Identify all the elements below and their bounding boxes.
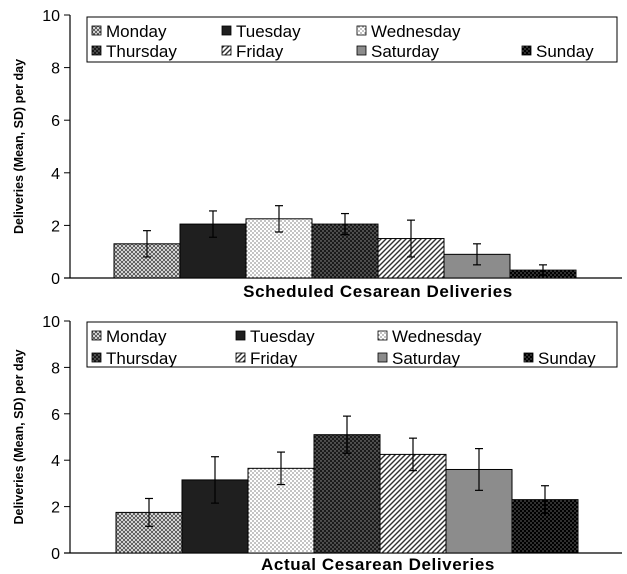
legend-swatch-thursday (91, 352, 102, 363)
legend-swatch-friday (235, 352, 246, 363)
legend-swatch-sunday (521, 45, 532, 56)
legend-swatch-tuesday (235, 330, 246, 341)
legend: Monday Tuesday Wednesday Thursday Friday Satu… (86, 321, 618, 368)
legend-swatch-saturday (356, 45, 367, 56)
legend-label-monday: Monday (106, 22, 167, 41)
y-tick-label: 10 (42, 314, 60, 331)
chart-title: Actual Cesarean Deliveries (261, 555, 495, 574)
y-tick-label: 6 (51, 407, 60, 424)
legend-label-saturday: Saturday (392, 349, 461, 368)
legend-label-thursday: Thursday (106, 349, 177, 368)
y-tick-label: 8 (51, 360, 60, 377)
legend-swatch-thursday (91, 45, 102, 56)
y-tick-label: 0 (51, 271, 60, 288)
legend-swatch-monday (91, 330, 102, 341)
y-tick-label: 0 (51, 546, 60, 563)
y-tick-label: 10 (42, 8, 60, 25)
legend-swatch-saturday (377, 352, 388, 363)
legend-swatch-sunday (523, 352, 534, 363)
legend-label-tuesday: Tuesday (236, 22, 301, 41)
chart-panel: 0 2 4 6 8 10 Deliveries (Mean, SD) per day Mond… (12, 8, 622, 301)
legend-swatch-wednesday (356, 25, 367, 36)
legend-label-wednesday: Wednesday (371, 22, 461, 41)
legend-swatch-monday (91, 25, 102, 36)
legend-label-friday: Friday (250, 349, 298, 368)
chart-title: Scheduled Cesarean Deliveries (243, 282, 513, 301)
legend: Monday Tuesday Wednesday Thursday Friday Satu… (86, 16, 618, 63)
y-tick-label: 6 (51, 113, 60, 130)
y-tick-label: 8 (51, 61, 60, 78)
y-axis-label: Deliveries (Mean, SD) per day (12, 349, 26, 524)
legend-label-friday: Friday (236, 42, 284, 61)
legend-swatch-friday (221, 45, 232, 56)
legend-label-monday: Monday (106, 327, 167, 346)
y-tick-label: 4 (51, 453, 60, 470)
legend-swatch-wednesday (377, 330, 388, 341)
y-tick-label: 4 (51, 166, 60, 183)
legend-label-saturday: Saturday (371, 42, 440, 61)
y-tick-label: 2 (51, 218, 60, 235)
legend-label-sunday: Sunday (536, 42, 594, 61)
legend-swatch-tuesday (221, 25, 232, 36)
chart-panel: 0 2 4 6 8 10 Deliveries (Mean, SD) per day Mond… (12, 314, 622, 574)
legend-label-wednesday: Wednesday (392, 327, 482, 346)
legend-label-thursday: Thursday (106, 42, 177, 61)
y-axis-label: Deliveries (Mean, SD) per day (12, 59, 26, 234)
legend-label-tuesday: Tuesday (250, 327, 315, 346)
legend-label-sunday: Sunday (538, 349, 596, 368)
y-tick-label: 2 (51, 500, 60, 517)
